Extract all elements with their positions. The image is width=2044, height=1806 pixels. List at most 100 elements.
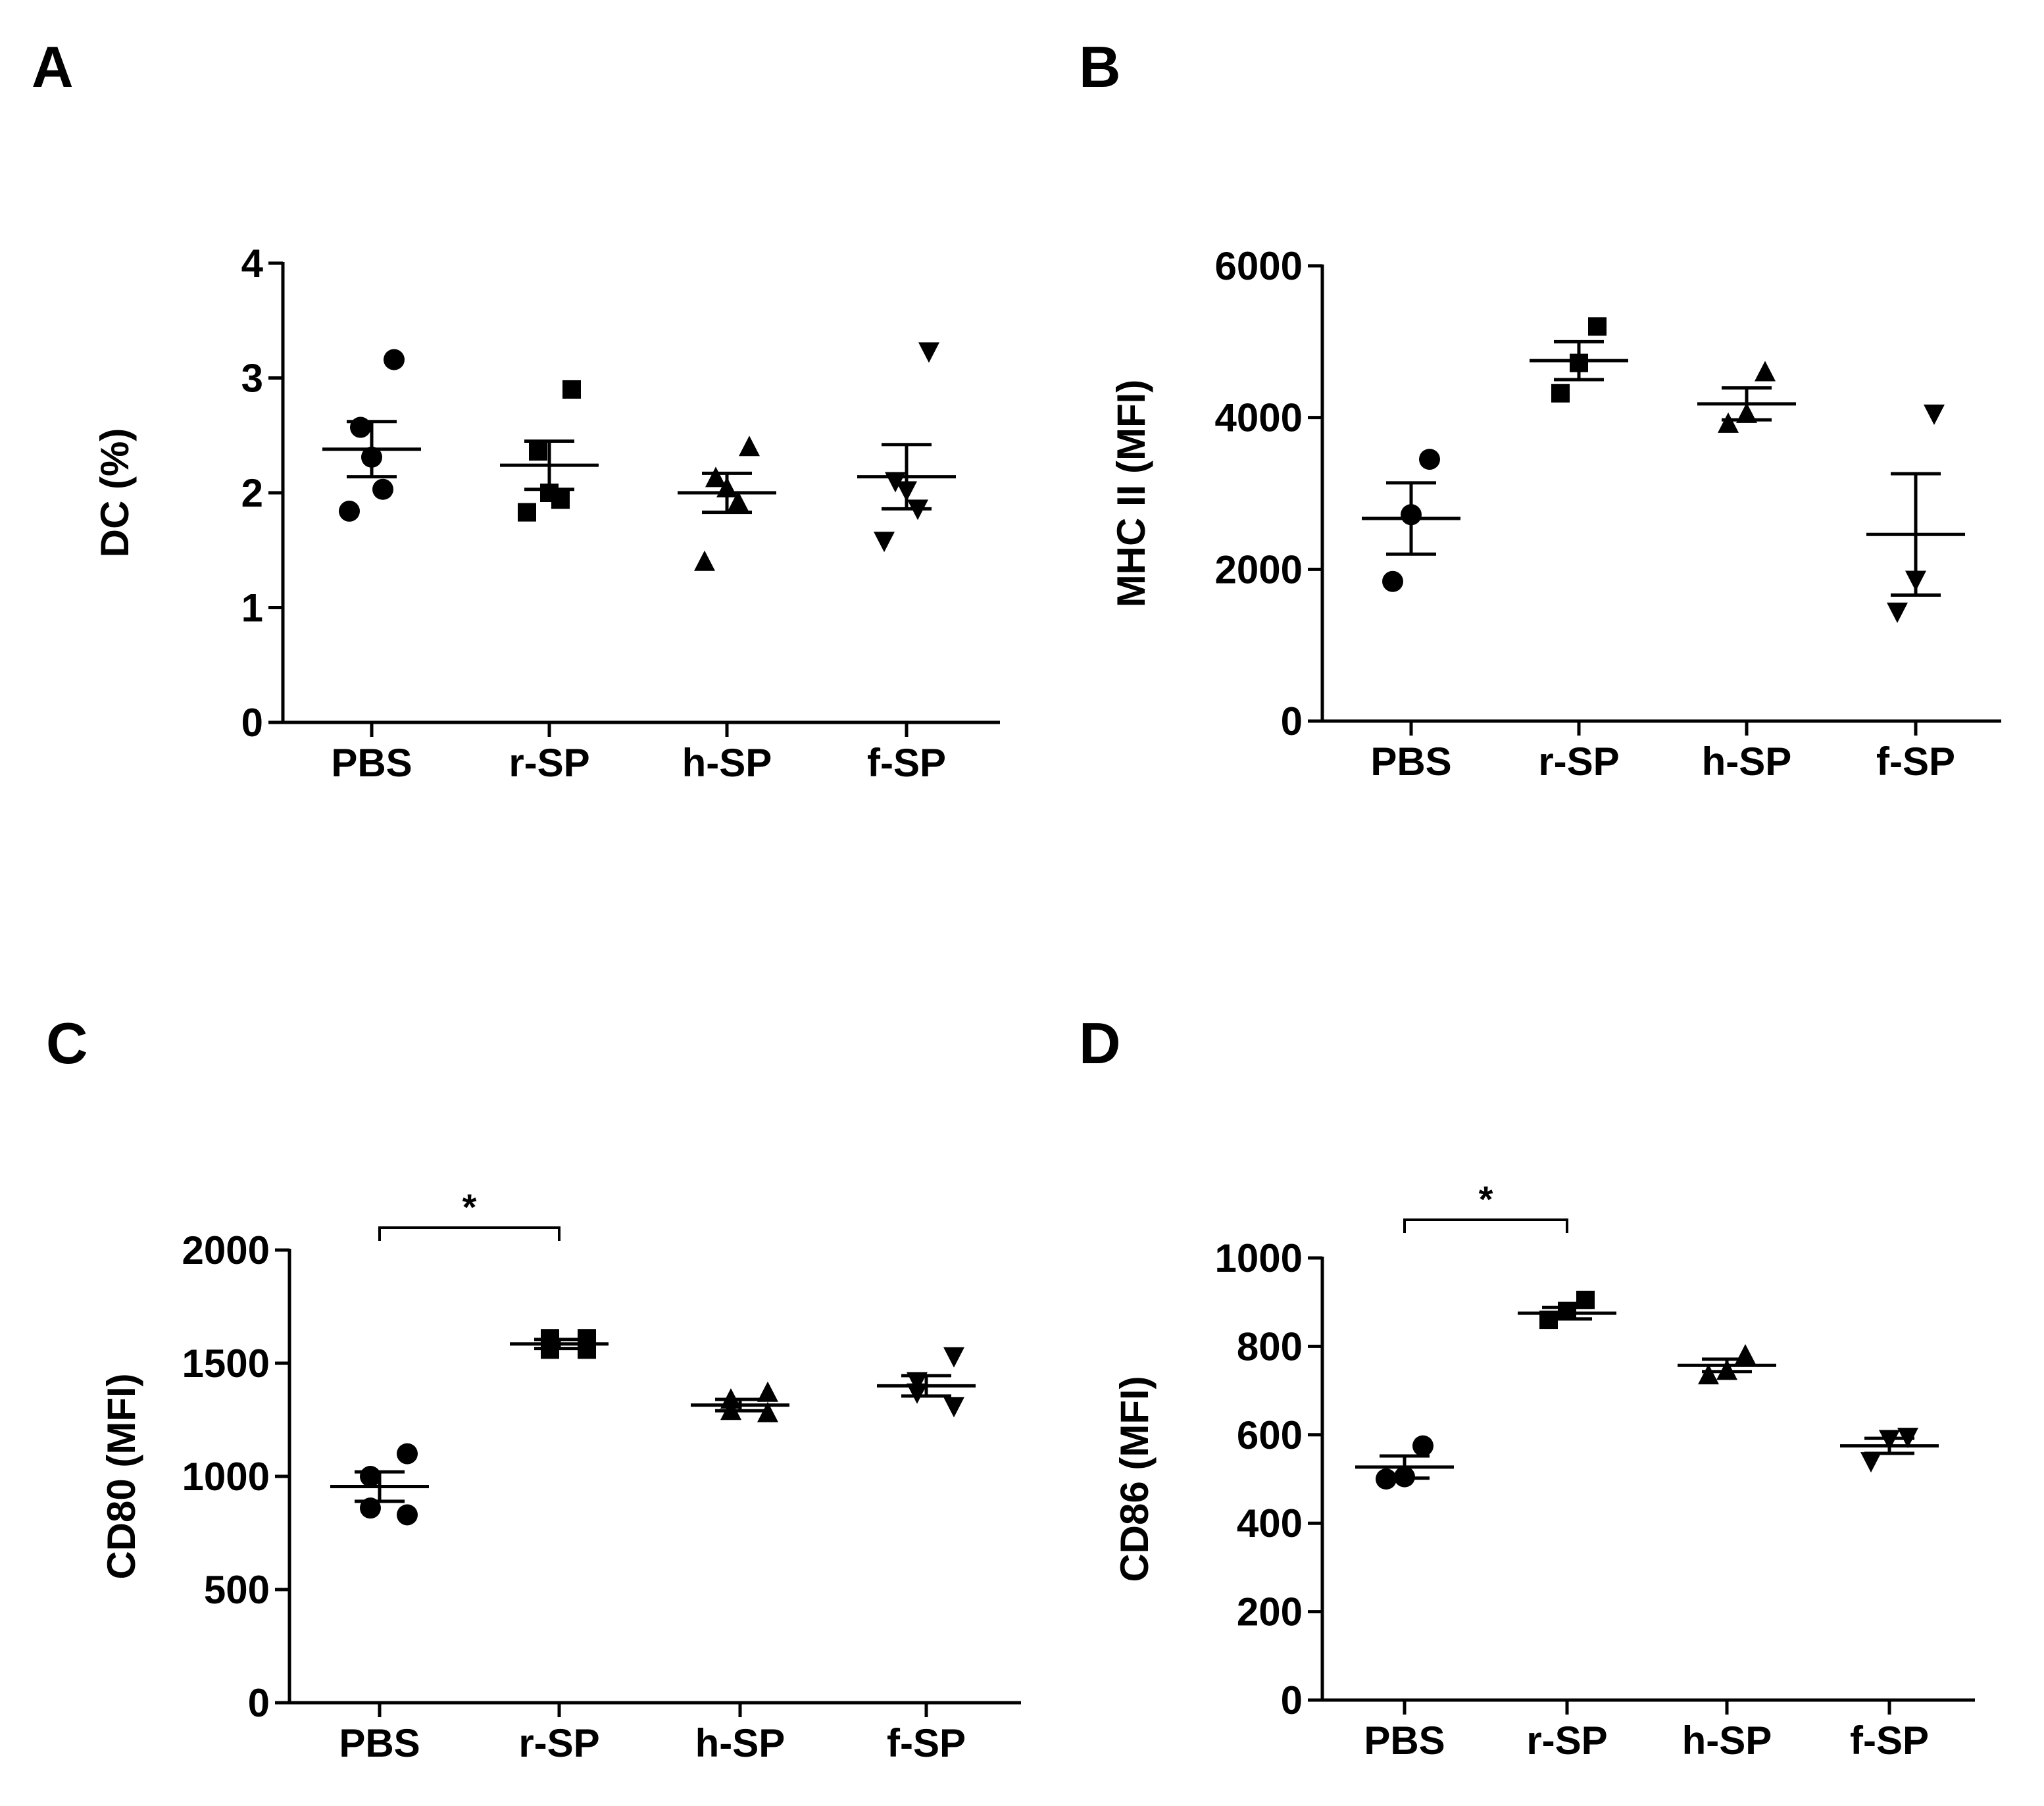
series-f-sp [1840, 1428, 1939, 1473]
y-axis-title: CD80 (MFI) [99, 1373, 143, 1579]
series-f-sp [857, 342, 956, 553]
data-point [397, 1504, 418, 1526]
data-point [551, 490, 570, 509]
x-tick-label: h-SP [695, 1721, 785, 1765]
series-h-sp [691, 1381, 789, 1422]
series-f-sp [1866, 404, 1965, 623]
y-tick-label: 6000 [1215, 244, 1303, 288]
y-tick-label: 4 [241, 241, 264, 286]
series-r-sp [1530, 317, 1628, 403]
y-tick-label: 1 [241, 586, 263, 630]
x-tick-label: h-SP [1702, 740, 1792, 784]
data-point [1735, 1343, 1756, 1365]
data-point [943, 1347, 964, 1368]
data-point [757, 1401, 778, 1422]
y-tick-label: 1000 [182, 1455, 270, 1499]
x-tick-label: h-SP [1682, 1718, 1772, 1763]
y-tick-label: 3 [241, 357, 263, 401]
y-tick-label: 2 [241, 471, 263, 515]
y-tick-label: 2000 [1215, 547, 1303, 591]
y-tick-label: 600 [1237, 1413, 1303, 1457]
data-point [1419, 449, 1440, 470]
data-point [757, 1381, 778, 1402]
data-point [1755, 361, 1776, 382]
x-tick-label: PBS [339, 1721, 420, 1765]
data-point [1924, 404, 1945, 425]
data-point [705, 466, 726, 488]
data-point [397, 1443, 418, 1465]
data-point [739, 436, 760, 457]
chart-panel-c: 0 500 1000 1500 2000 PBS r-SP h-SP f-SP CD80 (MFI… [99, 1186, 1021, 1765]
data-point [372, 478, 393, 500]
series-pbs [330, 1443, 429, 1526]
data-point [918, 342, 939, 363]
series-pbs [1355, 1435, 1454, 1490]
data-point [1551, 384, 1570, 403]
x-tick-label: PBS [1370, 740, 1451, 784]
data-point [728, 490, 749, 511]
data-point [1887, 602, 1908, 623]
data-point [1382, 570, 1403, 592]
y-axis-title: MHC II (MFI) [1109, 380, 1153, 608]
x-tick-label: PBS [331, 741, 412, 785]
y-tick-label: 200 [1237, 1590, 1303, 1634]
y-tick-label: 1500 [182, 1342, 270, 1386]
chart-panel-d: 0 200 400 600 800 1000 PBS r-SP h-SP f-SP CD86 (MF… [1112, 1178, 1975, 1763]
data-point [694, 550, 715, 571]
series-h-sp [1697, 361, 1796, 433]
y-tick-label: 0 [1281, 699, 1303, 743]
data-point [1860, 1452, 1882, 1473]
panel-label-a: A [32, 34, 74, 99]
series-f-sp [877, 1347, 976, 1418]
data-point [943, 1397, 964, 1418]
series-r-sp [1518, 1290, 1616, 1330]
x-tick-label: r-SP [518, 1721, 599, 1765]
y-axis-title: DC (%) [93, 428, 137, 558]
panel-label-b: B [1079, 34, 1121, 99]
x-tick-label: PBS [1364, 1718, 1445, 1763]
x-tick-label: r-SP [1538, 740, 1619, 784]
data-point [907, 1383, 928, 1404]
data-point [384, 349, 405, 370]
series-h-sp [678, 436, 776, 571]
data-point [339, 500, 360, 522]
y-tick-label: 400 [1237, 1501, 1303, 1545]
data-point [1718, 412, 1739, 433]
x-tick-label: r-SP [1526, 1718, 1607, 1763]
significance-label: * [462, 1186, 477, 1228]
series-h-sp [1678, 1343, 1776, 1385]
x-tick-label: f-SP [1876, 740, 1955, 784]
x-tick-label: f-SP [887, 1721, 966, 1765]
chart-panel-b: 0 2000 4000 6000 PBS r-SP h-SP f-SP MHC II (MFI) [1109, 244, 2001, 784]
series-r-sp [500, 380, 599, 522]
y-tick-label: 2000 [182, 1228, 270, 1272]
y-tick-label: 0 [241, 701, 263, 745]
data-point [562, 380, 581, 399]
data-point [1412, 1435, 1433, 1457]
panel-label-c: C [46, 1011, 88, 1076]
x-tick-label: f-SP [1850, 1718, 1929, 1763]
y-axis-title: CD86 (MFI) [1112, 1376, 1157, 1582]
data-point [1698, 1364, 1719, 1385]
y-tick-label: 800 [1237, 1324, 1303, 1368]
series-pbs [322, 349, 421, 522]
series-r-sp [510, 1329, 609, 1359]
y-tick-label: 500 [204, 1568, 270, 1612]
chart-panel-a: 0 1 2 3 4 PBS r-SP h-SP f-SP DC (%) [93, 241, 1000, 785]
y-tick-label: 4000 [1215, 396, 1303, 440]
significance-bracket [1403, 1218, 1568, 1233]
panel-label-d: D [1079, 1011, 1121, 1076]
data-point [1588, 317, 1607, 336]
data-point [360, 1466, 381, 1487]
data-point [518, 503, 536, 522]
significance-bracket [378, 1226, 561, 1241]
x-tick-label: r-SP [509, 741, 589, 785]
series-pbs [1362, 449, 1460, 592]
x-tick-label: f-SP [867, 741, 946, 785]
y-tick-label: 0 [248, 1681, 270, 1725]
y-tick-label: 0 [1281, 1678, 1303, 1722]
data-point [874, 532, 895, 553]
significance-label: * [1479, 1178, 1493, 1220]
y-tick-label: 1000 [1215, 1236, 1303, 1280]
